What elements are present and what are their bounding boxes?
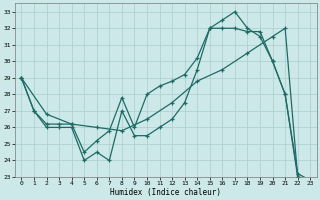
X-axis label: Humidex (Indice chaleur): Humidex (Indice chaleur) (110, 188, 221, 197)
